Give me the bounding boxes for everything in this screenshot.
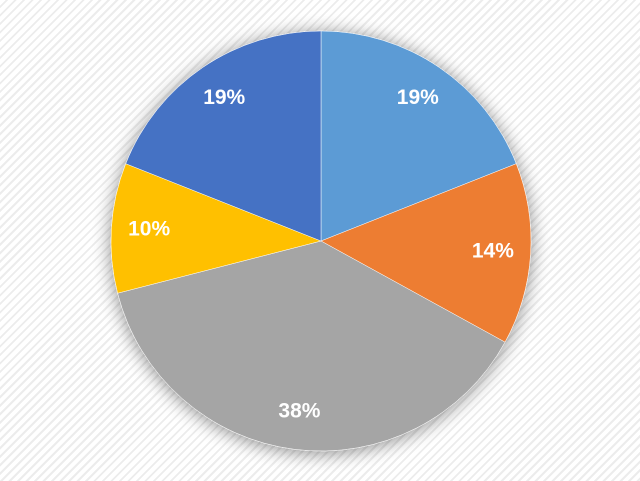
data-label: 38% (278, 399, 320, 422)
pie-slice (125, 30, 322, 242)
labels: 19% 14% 38% 10% 19% (128, 86, 514, 422)
pie-slice (320, 163, 532, 343)
data-label: 19% (203, 86, 245, 109)
pie-slice (117, 240, 506, 452)
pie-slice (320, 30, 517, 242)
pie-slice (110, 163, 322, 294)
data-label: 19% (397, 86, 439, 109)
data-label: 14% (472, 239, 514, 262)
pie (110, 30, 532, 452)
data-label: 10% (128, 218, 170, 241)
